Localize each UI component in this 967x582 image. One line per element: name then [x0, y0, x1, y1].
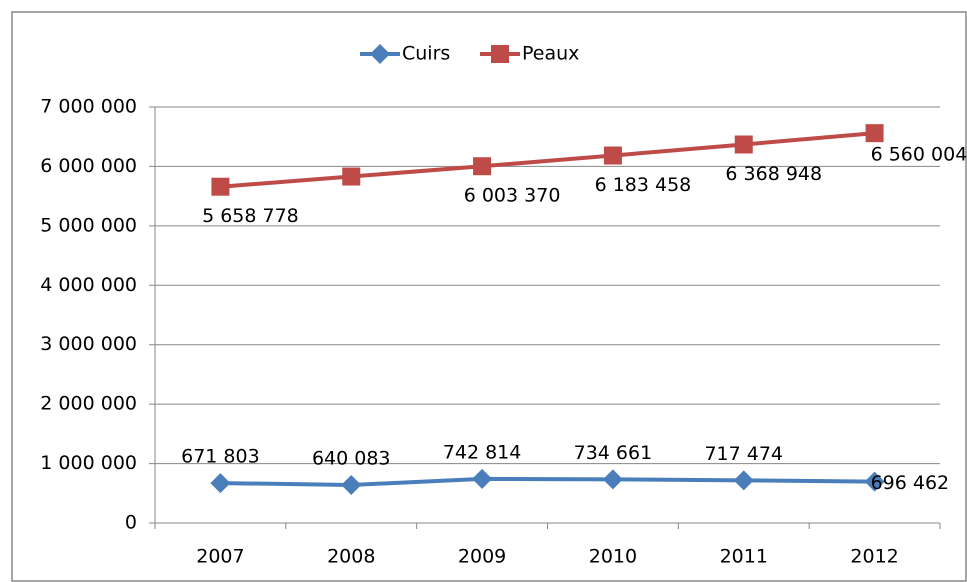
y-tick-label: 5 000 000 [40, 214, 137, 236]
point [472, 468, 493, 489]
point [603, 146, 622, 165]
point [734, 135, 753, 154]
data-label: 640 083 [312, 447, 391, 469]
data-label: 742 814 [443, 441, 522, 463]
x-tick-label: 2007 [196, 546, 244, 568]
y-tick-label: 0 [125, 512, 137, 534]
y-tick-label: 7 000 000 [40, 96, 137, 118]
x-tick-label: 2008 [327, 546, 375, 568]
y-tick-label: 6 000 000 [40, 155, 137, 177]
data-label: 5 658 778 [202, 205, 299, 227]
point [341, 474, 362, 495]
y-tick-label: 3 000 000 [40, 333, 137, 355]
data-label: 6 183 458 [595, 174, 692, 196]
point [865, 124, 884, 143]
data-label: 717 474 [704, 443, 783, 465]
point [733, 470, 754, 491]
data-label: 671 803 [181, 446, 260, 468]
x-tick-label: 2009 [458, 546, 506, 568]
series-line [220, 476, 875, 487]
series-line [220, 131, 875, 189]
data-label: 6 368 948 [725, 163, 822, 185]
point [602, 469, 623, 490]
point [864, 471, 885, 492]
point [491, 45, 509, 63]
data-label: 6 560 004 [871, 144, 967, 166]
point [342, 167, 361, 186]
x-tick-label: 2012 [850, 546, 898, 568]
y-tick-label: 1 000 000 [40, 452, 137, 474]
legend-label: Cuirs [402, 43, 450, 65]
y-tick-label: 2 000 000 [40, 393, 137, 415]
data-label: 734 661 [574, 442, 653, 464]
x-tick-label: 2010 [589, 546, 637, 568]
data-label: 696 462 [871, 472, 950, 494]
point [473, 157, 492, 176]
legend-label: Peaux [522, 43, 579, 65]
y-tick-label: 4 000 000 [40, 274, 137, 296]
point [370, 44, 390, 64]
point [210, 473, 231, 494]
data-label: 6 003 370 [464, 185, 561, 207]
point [211, 177, 230, 196]
x-tick-label: 2011 [720, 546, 768, 568]
